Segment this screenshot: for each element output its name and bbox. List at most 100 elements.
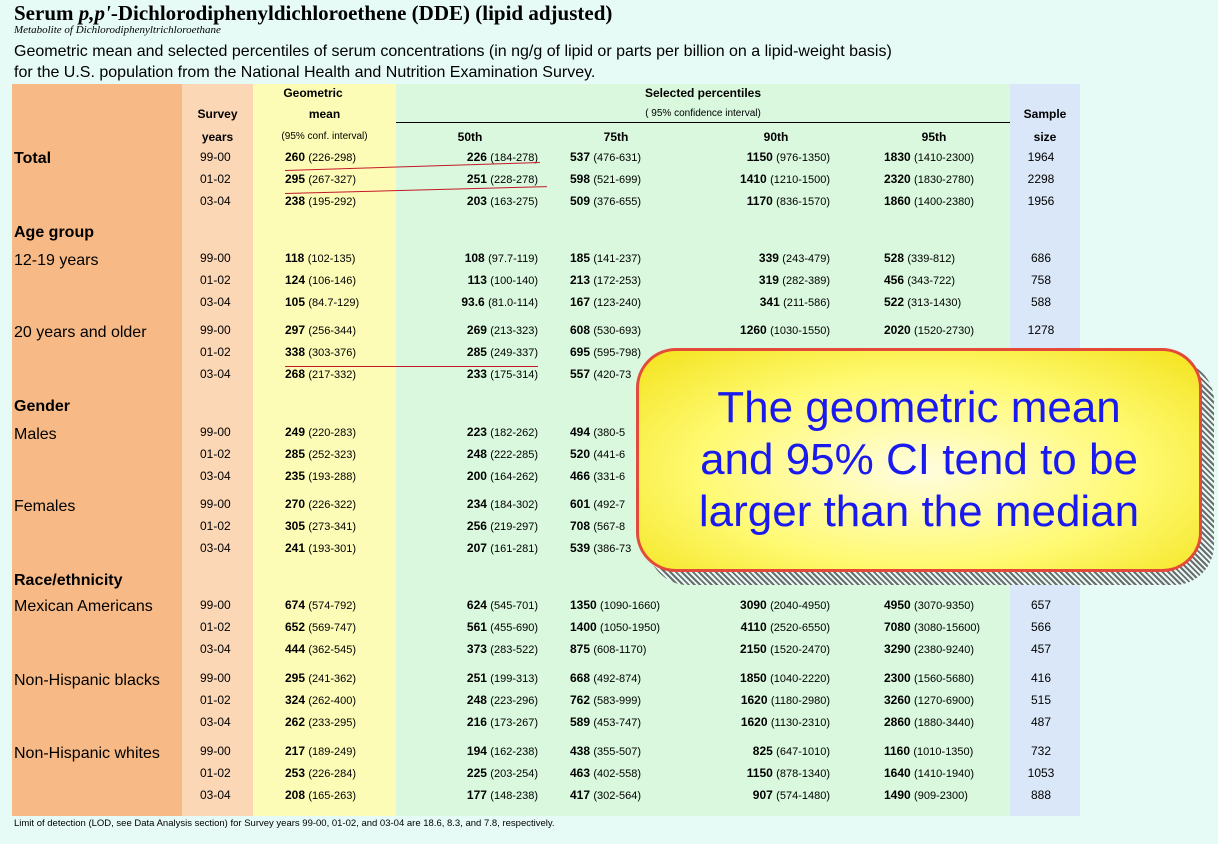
p90-cell: 1620 (1180-2980) [690,693,830,707]
geometric-mean-cell-value: 285 [285,447,306,461]
p90-cell-ci: (243-479) [782,253,830,265]
geometric-mean-cell: 124 (106-146) [285,273,356,287]
p90-cell: 341 (211-586) [690,295,830,309]
header-survey: Survey [197,107,238,121]
p50-cell: 223 (182-262) [398,425,538,439]
p95-cell-value: 522 [884,295,905,309]
p90-cell-value: 907 [752,788,773,802]
section-gender: Gender [14,398,71,415]
p95-cell-ci: (339-812) [907,253,956,265]
p50-cell: 248 (223-296) [398,693,538,707]
p95-cell: 4950 (3070-9350) [884,598,974,612]
row-group-label: Females [14,498,76,515]
row-group-label: Non-Hispanic blacks [14,672,160,689]
p75-cell: 213 (172-253) [570,273,641,287]
geometric-mean-cell-ci: (569-747) [308,622,357,634]
p95-cell: 3290 (2380-9240) [884,642,974,656]
p50-cell-ci: (249-337) [490,347,538,359]
p50-cell-value: 285 [466,345,487,359]
survey-year-cell: 03-04 [200,194,231,208]
p95-cell-ci: (1410-2300) [914,152,974,164]
geometric-mean-cell-ci: (303-376) [308,347,357,359]
p95-cell-ci: (2380-9240) [914,644,974,656]
p90-cell: 2150 (1520-2470) [690,642,830,656]
section-age-group: Age group [14,224,94,241]
survey-year-cell: 03-04 [200,715,231,729]
p75-cell-value: 557 [570,367,591,381]
survey-year-cell: 99-00 [200,671,231,685]
geometric-mean-cell-value: 268 [285,367,306,381]
p50-cell-ci: (184-278) [490,152,538,164]
p90-cell-ci: (1180-2980) [770,695,830,707]
header-sample: Sample [1023,107,1067,121]
p90-cell-ci: (2040-4950) [770,600,830,612]
p75-cell-ci: (530-693) [593,325,642,337]
survey-year-cell: 99-00 [200,425,231,439]
p75-cell-ci: (123-240) [593,297,642,309]
p90-cell-ci: (1210-1500) [770,174,830,186]
p95-cell-value: 528 [884,251,905,265]
p50-cell-ci: (222-285) [490,449,538,461]
p50-cell-ci: (228-278) [490,174,538,186]
p90-cell-value: 4110 [740,620,767,634]
geometric-mean-cell-ci: (256-344) [308,325,357,337]
p75-cell-value: 520 [570,447,591,461]
geometric-mean-cell-value: 217 [285,744,306,758]
p95-cell-ci: (1410-1940) [914,768,974,780]
p75-cell-ci: (595-798) [593,347,642,359]
p75-cell: 668 (492-874) [570,671,641,685]
p95-cell: 1640 (1410-1940) [884,766,974,780]
p50-cell-ci: (81.0-114) [488,297,538,309]
p75-cell-value: 494 [570,425,591,439]
p95-cell-ci: (1560-5680) [914,673,974,685]
p90-cell-ci: (878-1340) [776,768,830,780]
sample-size-cell: 566 [1030,620,1052,634]
p75-cell-value: 589 [570,715,591,729]
header-selected-percentiles: Selected percentiles [644,86,762,100]
p75-cell-value: 762 [570,693,591,707]
p75-cell-ci: (355-507) [593,746,642,758]
survey-year-cell: 01-02 [200,519,231,533]
geometric-mean-cell-value: 124 [285,273,306,287]
p95-cell-value: 2300 [884,671,911,685]
group-column-bg [12,84,182,816]
p75-cell-ci: (521-699) [593,174,642,186]
row-group-label: 20 years and older [14,324,147,341]
sample-size-cell: 1278 [1027,323,1055,337]
p90-cell-value: 1620 [740,693,768,707]
sample-size-cell: 686 [1030,251,1052,265]
p50-cell: 113 (100-140) [398,273,538,287]
p50-cell-value: 200 [466,469,487,483]
p50-cell: 194 (162-238) [398,744,538,758]
geometric-mean-cell-value: 249 [285,425,306,439]
header-p50: 50th [457,130,483,144]
header-size: size [1033,130,1057,144]
p75-cell-value: 417 [570,788,591,802]
p95-cell-ci: (343-722) [907,275,956,287]
p95-cell-ci: (1520-2730) [914,325,974,337]
p50-cell-ci: (199-313) [490,673,538,685]
p95-cell-ci: (1400-2380) [914,196,974,208]
p90-cell: 3090 (2040-4950) [690,598,830,612]
geometric-mean-cell: 338 (303-376) [285,345,356,359]
p95-cell-ci: (1880-3440) [914,717,974,729]
geometric-mean-cell-ci: (267-327) [308,174,357,186]
p75-cell-ci: (376-655) [593,196,642,208]
section-race-ethnicity: Race/ethnicity [14,572,123,589]
p75-cell-value: 466 [570,469,591,483]
survey-year-cell: 99-00 [200,744,231,758]
geometric-mean-cell: 295 (241-362) [285,671,356,685]
p75-cell: 601 (492-7 [570,497,625,511]
p95-cell: 1830 (1410-2300) [884,150,974,164]
callout-text: The geometric mean and 95% CI tend to be… [698,383,1140,536]
geometric-mean-cell-value: 238 [285,194,306,208]
p90-cell: 4110 (2520-6550) [690,620,830,634]
p75-cell-value: 598 [570,172,591,186]
p90-cell-value: 319 [758,273,779,287]
geometric-mean-cell-value: 295 [285,671,306,685]
geometric-mean-cell-value: 262 [285,715,306,729]
p75-cell-value: 438 [570,744,591,758]
sample-size-cell: 487 [1030,715,1052,729]
p90-cell: 1620 (1130-2310) [690,715,830,729]
p95-cell: 456 (343-722) [884,273,955,287]
